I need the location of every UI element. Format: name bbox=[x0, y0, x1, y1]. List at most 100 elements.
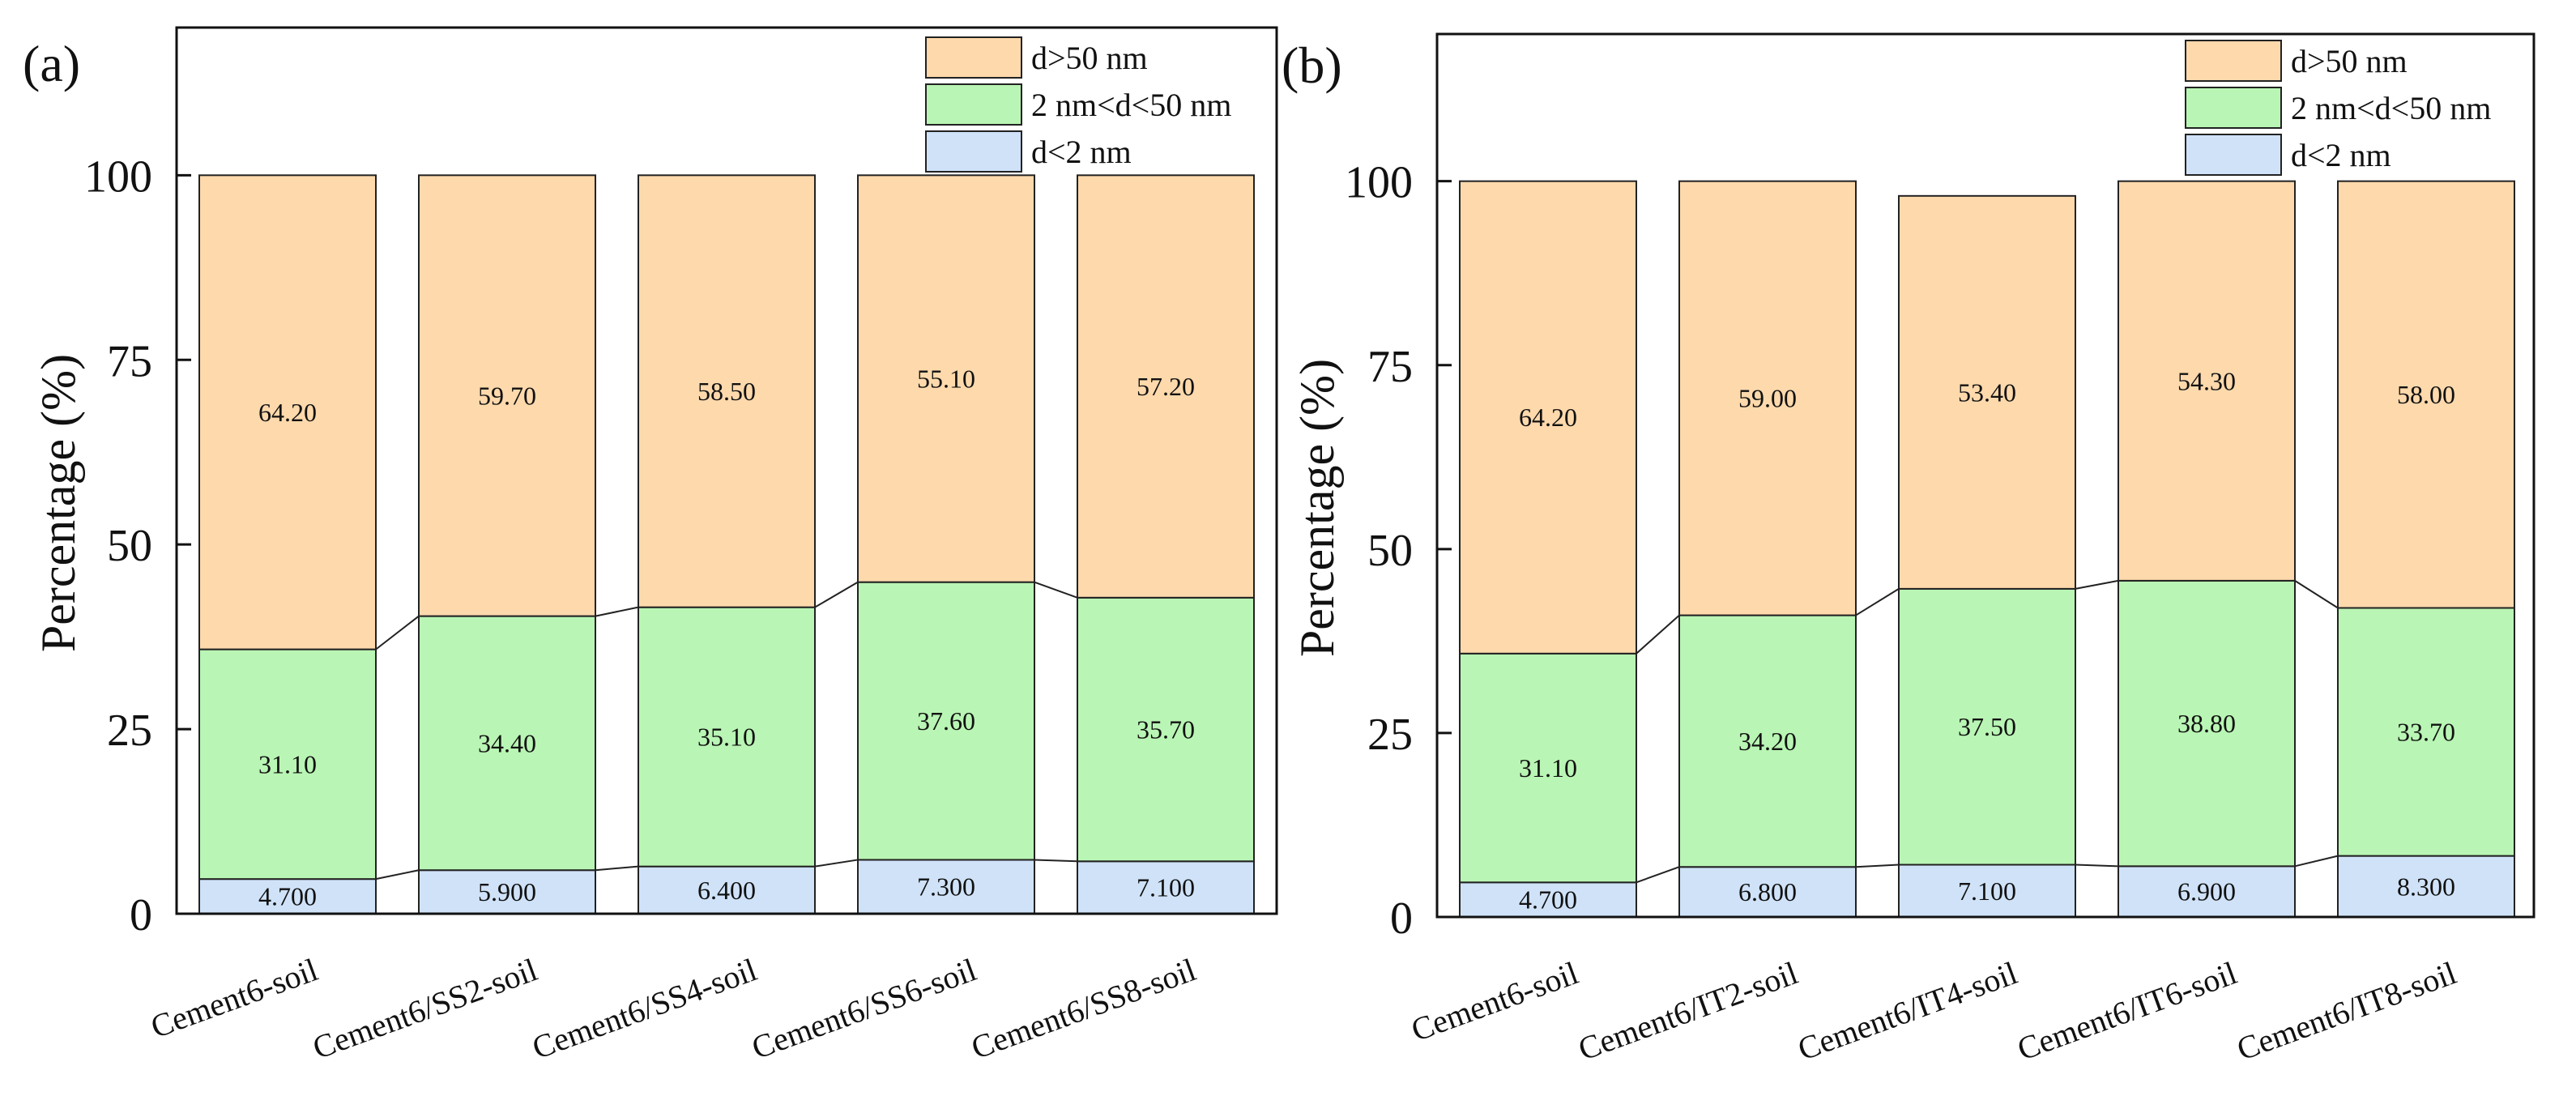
data-label: 6.800 bbox=[1738, 877, 1797, 906]
y-tick-label: 50 bbox=[1367, 526, 1413, 576]
x-tick-label: Cement6/SS8-soil bbox=[966, 951, 1201, 1066]
plot-frame bbox=[175, 26, 1278, 915]
bar-segment bbox=[198, 174, 377, 650]
data-label: 57.20 bbox=[1137, 372, 1195, 401]
legend-entry: 2 nm<d<50 nm bbox=[2291, 90, 2491, 126]
x-tick-label: Cement6/IT4-soil bbox=[1793, 954, 2022, 1068]
x-tick-label: Cement6/SS4-soil bbox=[527, 951, 761, 1066]
data-label: 7.300 bbox=[917, 872, 975, 902]
data-label: 7.100 bbox=[1137, 873, 1195, 902]
y-tick-label: 25 bbox=[107, 706, 152, 756]
bar-segment bbox=[1678, 180, 1857, 616]
bar-segment bbox=[1077, 174, 1255, 599]
data-label: 58.00 bbox=[2397, 380, 2455, 409]
data-label: 34.40 bbox=[478, 728, 536, 757]
bar-segment bbox=[857, 174, 1035, 583]
connector-line bbox=[1855, 588, 1900, 616]
y-axis-label: Percentage (%) bbox=[32, 354, 85, 652]
plot-frame bbox=[1435, 32, 2535, 919]
y-tick-label: 75 bbox=[107, 336, 152, 386]
y-tick-label: 100 bbox=[84, 151, 152, 202]
bar-segment bbox=[418, 615, 596, 872]
panel-label: (b) bbox=[1282, 36, 1342, 94]
data-label: 58.50 bbox=[697, 377, 756, 406]
bar-segment bbox=[2118, 579, 2296, 868]
data-label: 35.70 bbox=[1137, 715, 1195, 744]
bar-segment bbox=[198, 648, 377, 881]
bar-segment bbox=[418, 869, 596, 915]
legend-swatch bbox=[2185, 134, 2282, 176]
data-label: 6.400 bbox=[697, 876, 756, 905]
data-label: 53.40 bbox=[1958, 377, 2016, 407]
data-label: 38.80 bbox=[2177, 709, 2236, 738]
legend-entry: d<2 nm bbox=[2291, 137, 2391, 173]
legend-entry: 2 nm<d<50 nm bbox=[1031, 87, 1231, 123]
connector-line bbox=[2075, 579, 2119, 590]
connector-line bbox=[595, 865, 639, 872]
bar-segment bbox=[638, 606, 816, 868]
legend-entry: d<2 nm bbox=[1031, 134, 1132, 170]
data-label: 64.20 bbox=[1519, 403, 1577, 432]
y-tick-label: 0 bbox=[1390, 893, 1413, 944]
legend-swatch bbox=[925, 36, 1022, 79]
connector-line bbox=[375, 615, 420, 650]
connector-line bbox=[1034, 859, 1078, 863]
bar-segment bbox=[1678, 614, 1857, 868]
bar-segment bbox=[1459, 652, 1637, 884]
connector-line bbox=[595, 606, 639, 617]
x-tick-label: Cement6/SS2-soil bbox=[308, 951, 542, 1066]
bar-segment bbox=[1459, 881, 1637, 919]
bar-segment bbox=[1898, 194, 2076, 590]
data-label: 33.70 bbox=[2397, 718, 2455, 747]
connector-line bbox=[375, 869, 420, 881]
bar-segment bbox=[1459, 180, 1637, 655]
bar-segment bbox=[2118, 180, 2296, 582]
connector-line bbox=[2294, 855, 2339, 868]
data-label: 59.00 bbox=[1738, 384, 1797, 413]
bar-segment bbox=[857, 859, 1035, 915]
panel-label: (a) bbox=[23, 35, 80, 92]
data-label: 34.20 bbox=[1738, 727, 1797, 756]
data-label: 37.50 bbox=[1958, 712, 2016, 741]
legend-swatch bbox=[2185, 87, 2282, 129]
x-tick-label: Cement6/IT6-soil bbox=[2012, 954, 2241, 1068]
data-label: 4.700 bbox=[258, 882, 317, 911]
bar-segment bbox=[1678, 866, 1857, 918]
x-tick-label: Cement6-soil bbox=[146, 951, 322, 1045]
legend-swatch bbox=[925, 83, 1022, 126]
connector-line bbox=[2294, 580, 2339, 609]
x-tick-label: Cement6/IT8-soil bbox=[2232, 954, 2461, 1068]
y-axis-label: Percentage (%) bbox=[1290, 359, 1344, 657]
connector-line bbox=[1855, 864, 1900, 868]
x-tick-label: Cement6/IT2-soil bbox=[1573, 954, 1802, 1068]
connector-line bbox=[814, 859, 859, 868]
y-tick-label: 0 bbox=[130, 890, 152, 940]
data-label: 5.900 bbox=[478, 877, 536, 906]
bar-segment bbox=[198, 878, 377, 915]
connector-line bbox=[1636, 866, 1680, 884]
connector-line bbox=[814, 581, 859, 608]
bar-segment bbox=[2118, 865, 2296, 918]
legend-entry: d>50 nm bbox=[2291, 43, 2408, 79]
legend-swatch bbox=[925, 130, 1022, 173]
y-tick-label: 50 bbox=[107, 521, 152, 571]
bar-segment bbox=[1898, 587, 2076, 866]
data-label: 6.900 bbox=[2177, 877, 2236, 906]
bar-segment bbox=[1898, 864, 2076, 918]
y-tick-label: 25 bbox=[1367, 710, 1413, 760]
connector-line bbox=[1636, 614, 1680, 655]
connector-line bbox=[2075, 864, 2119, 868]
data-label: 55.10 bbox=[917, 364, 975, 393]
data-label: 4.700 bbox=[1519, 885, 1577, 915]
x-tick-label: Cement6/SS6-soil bbox=[747, 951, 981, 1066]
bar-segment bbox=[857, 581, 1035, 861]
data-label: 31.10 bbox=[1519, 753, 1577, 783]
legend-swatch bbox=[2185, 40, 2282, 82]
data-label: 59.70 bbox=[478, 381, 536, 410]
y-tick-label: 75 bbox=[1367, 342, 1413, 392]
bar-segment bbox=[2337, 855, 2515, 918]
chart-panel-a: (a) 4.700 31.10 64.20 5.900 34.40 59.70 6.400 35… bbox=[23, 26, 1278, 1066]
bar-segment bbox=[638, 174, 816, 608]
data-label: 64.20 bbox=[258, 398, 317, 427]
